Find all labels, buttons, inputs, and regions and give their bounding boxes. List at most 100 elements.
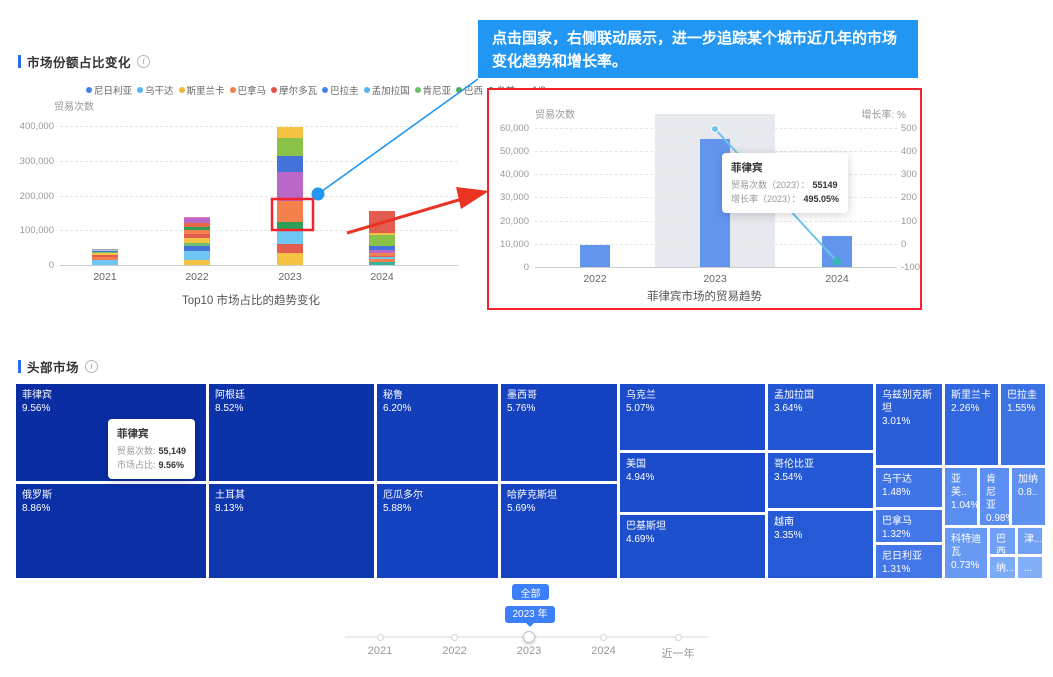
bar-segment[interactable] <box>369 262 395 265</box>
bar-segment[interactable] <box>184 251 210 261</box>
bar-segment[interactable] <box>184 245 210 252</box>
slider-dot[interactable] <box>451 633 458 641</box>
info-icon[interactable]: i <box>85 360 99 373</box>
treemap-cell[interactable]: 墨西哥 5.76% <box>501 384 617 481</box>
bar-segment[interactable] <box>369 250 395 253</box>
legend-item[interactable]: 尼日利亚 <box>86 83 132 97</box>
legend-item[interactable]: 巴西 <box>456 83 483 97</box>
bar-segment[interactable] <box>184 229 210 235</box>
bar-segment[interactable] <box>92 260 118 265</box>
bar-segment[interactable] <box>184 242 210 246</box>
treemap-cell[interactable]: 亚美.. 1.04% <box>945 468 977 525</box>
treemap-cell[interactable]: ... <box>1018 557 1042 578</box>
treemap-cell-pct: 5.69% <box>507 503 536 514</box>
slider-tick-label: 2021 <box>367 645 393 657</box>
bar-segment[interactable] <box>277 228 303 245</box>
right-tick-label: 0 <box>901 238 907 250</box>
trade-count-bar[interactable] <box>822 235 852 267</box>
legend-item[interactable]: 巴拉圭 <box>322 83 359 97</box>
treemap-cell[interactable]: 乌兹别克斯坦 3.01% <box>876 384 942 465</box>
bar-segment[interactable] <box>369 245 395 251</box>
bar-segment[interactable] <box>277 253 303 265</box>
treemap-cell[interactable]: 俄罗斯 8.86% <box>16 484 206 578</box>
bar-segment[interactable] <box>369 233 395 236</box>
bar-segment[interactable] <box>92 248 118 250</box>
bar-segment[interactable] <box>184 222 210 228</box>
trade-count-bar[interactable] <box>580 245 610 267</box>
gridline <box>60 195 458 197</box>
legend-item[interactable]: 乌干达 <box>137 83 174 97</box>
info-icon[interactable]: i <box>137 55 151 68</box>
bar-segment[interactable] <box>369 259 395 263</box>
treemap-cell[interactable]: 厄瓜多尔 5.88% <box>377 484 498 578</box>
treemap-cell[interactable]: 秘鲁 6.20% <box>377 384 498 481</box>
right-tick-label: 100 <box>901 215 917 227</box>
bar-segment[interactable] <box>184 234 210 238</box>
treemap-cell[interactable]: 乌克兰 5.07% <box>620 384 765 450</box>
treemap-cell-pct: 1.48% <box>882 487 911 498</box>
treemap-cell-name: 哈萨克斯坦 <box>507 490 557 501</box>
treemap-cell-name: 巴拿马 <box>882 516 912 527</box>
bar-segment[interactable] <box>277 221 303 229</box>
treemap-cell[interactable]: 巴基斯坦 4.69% <box>620 515 765 578</box>
treemap-cell-pct: 8.52% <box>215 403 244 414</box>
bar-segment[interactable] <box>369 252 395 256</box>
treemap-cell[interactable]: 孟加拉国 3.64% <box>768 384 873 450</box>
x-axis-line <box>60 265 458 266</box>
bar-segment[interactable] <box>184 216 210 219</box>
bar-segment[interactable] <box>184 260 210 265</box>
bar-segment[interactable] <box>277 244 303 254</box>
treemap-cell-name: 菲律宾 <box>22 390 52 401</box>
bar-segment[interactable] <box>277 127 303 139</box>
bar-segment[interactable] <box>277 171 303 201</box>
legend-item[interactable]: 孟加拉国 <box>363 83 410 97</box>
treemap-cell[interactable]: 阿根廷 8.52% <box>209 384 374 481</box>
legend-item[interactable]: 巴拿马 <box>229 83 266 97</box>
all-years-button[interactable]: 全部 <box>512 584 549 600</box>
treemap-cell[interactable]: 尼日利亚 1.31% <box>876 545 942 578</box>
slider-dot[interactable] <box>376 633 384 641</box>
bar-segment[interactable] <box>369 255 395 258</box>
treemap-cell[interactable]: 加纳 0.8.. <box>1012 468 1045 525</box>
bar-segment[interactable] <box>277 200 303 222</box>
treemap-cell[interactable]: 乌干达 1.48% <box>876 468 942 507</box>
bar-segment[interactable] <box>369 235 395 246</box>
treemap-cell[interactable]: 科特迪瓦 0.73% <box>945 528 987 578</box>
bar-segment[interactable] <box>277 155 303 172</box>
bar-segment[interactable] <box>92 251 118 254</box>
treemap-cell[interactable]: 巴拉圭 1.55% <box>1001 384 1045 465</box>
bar-segment[interactable] <box>92 249 118 251</box>
treemap-cell[interactable]: 巴西 <box>990 528 1015 554</box>
bar-segment[interactable] <box>369 257 395 260</box>
bar-segment[interactable] <box>277 138 303 156</box>
bar-segment[interactable] <box>92 257 118 261</box>
treemap-cell[interactable]: 越南 3.35% <box>768 511 873 578</box>
bar-segment[interactable] <box>92 250 118 252</box>
right-tick-label: -100 <box>901 262 921 273</box>
treemap-cell[interactable]: 土耳其 8.13% <box>209 484 374 578</box>
bar-segment[interactable] <box>184 237 210 243</box>
treemap-cell[interactable]: 哥伦比亚 3.54% <box>768 453 873 508</box>
treemap-cell[interactable]: 肯尼亚 0.98% <box>980 468 1009 525</box>
treemap-cell[interactable]: 纳... <box>990 557 1015 578</box>
x-tick-label: 2024 <box>825 273 849 285</box>
x-tick-label: 2021 <box>93 271 117 283</box>
legend-item[interactable]: 斯里兰卡 <box>178 83 225 97</box>
slider-dot[interactable] <box>600 633 607 641</box>
legend-item[interactable]: 肯尼亚 <box>414 83 451 97</box>
bar-segment[interactable] <box>184 227 210 230</box>
bar-segment[interactable] <box>184 218 210 223</box>
bar-segment[interactable] <box>369 211 395 234</box>
treemap-cell[interactable]: 津... <box>1018 528 1042 554</box>
treemap-cell[interactable]: 巴拿马 1.32% <box>876 510 942 542</box>
bar-segment[interactable] <box>92 253 118 256</box>
slider-dot[interactable] <box>674 633 682 641</box>
bar-segment[interactable] <box>92 255 118 258</box>
treemap-cell[interactable]: 斯里兰卡 2.26% <box>945 384 998 465</box>
slider-dot[interactable] <box>523 630 535 643</box>
legend-item[interactable]: 摩尔多瓦 <box>271 83 317 97</box>
treemap-cell-name: 美国 <box>626 459 646 470</box>
treemap-cell-pct: 4.69% <box>626 534 655 545</box>
treemap-cell[interactable]: 美国 4.94% <box>620 453 765 512</box>
treemap-cell[interactable]: 哈萨克斯坦 5.69% <box>501 484 617 578</box>
